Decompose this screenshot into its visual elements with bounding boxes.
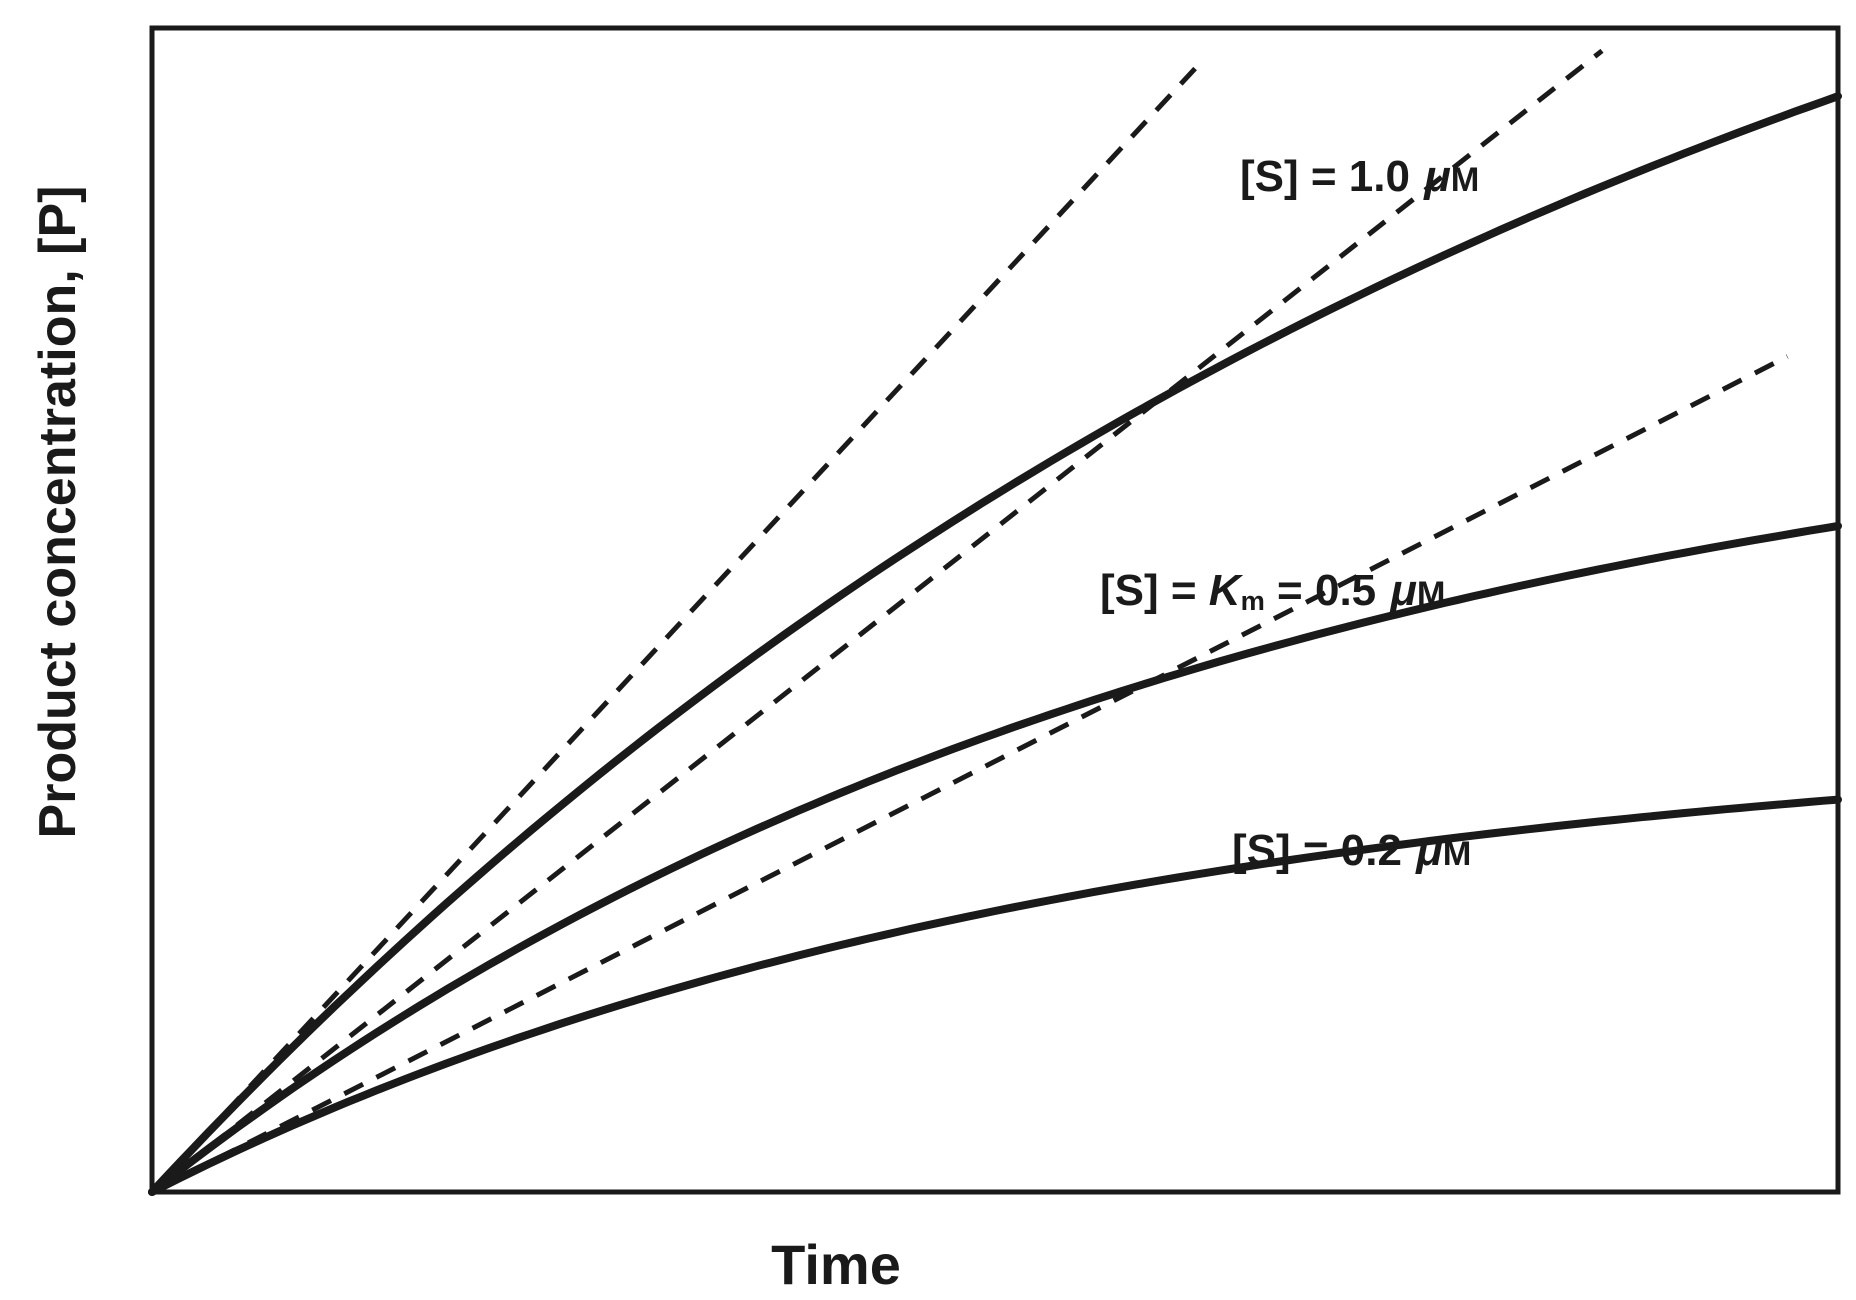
x-axis-title: Time <box>771 1233 901 1296</box>
curve-label-Km-mid: = 0.5 <box>1264 566 1389 615</box>
mu-symbol: μ <box>1424 152 1451 201</box>
plot-border <box>149 25 1841 1195</box>
km-variable: K <box>1208 566 1241 615</box>
mu-symbol: μ <box>1390 566 1417 615</box>
km-subscript: m <box>1240 584 1265 616</box>
molar-unit: M <box>1450 161 1480 199</box>
initial-velocity-tangent-1 <box>150 48 1604 1194</box>
molar-unit: M <box>1416 575 1446 613</box>
progress-curve-0 <box>148 92 1842 1196</box>
curve-label-Km-text: [S] = <box>1100 566 1209 615</box>
curve-label-0.2uM: [S] = 0.2 μM <box>1232 826 1471 876</box>
curve-label-1.0uM-text: [S] = 1.0 <box>1240 152 1423 201</box>
curve-label-0.2uM-text: [S] = 0.2 <box>1232 826 1415 875</box>
y-axis-title: Product concentration, [P] <box>29 185 87 839</box>
initial-velocity-tangent-0 <box>150 64 1200 1194</box>
curve-label-1.0uM: [S] = 1.0 μM <box>1240 152 1479 202</box>
initial-velocity-tangent-2 <box>150 354 1789 1195</box>
progress-curve-1 <box>148 522 1842 1196</box>
progress-curve-2 <box>148 795 1842 1196</box>
mu-symbol: μ <box>1416 826 1443 875</box>
curve-label-Km-0.5uM: [S] = Km = 0.5 μM <box>1100 566 1446 617</box>
molar-unit: M <box>1442 835 1472 873</box>
series-group <box>148 48 1842 1196</box>
